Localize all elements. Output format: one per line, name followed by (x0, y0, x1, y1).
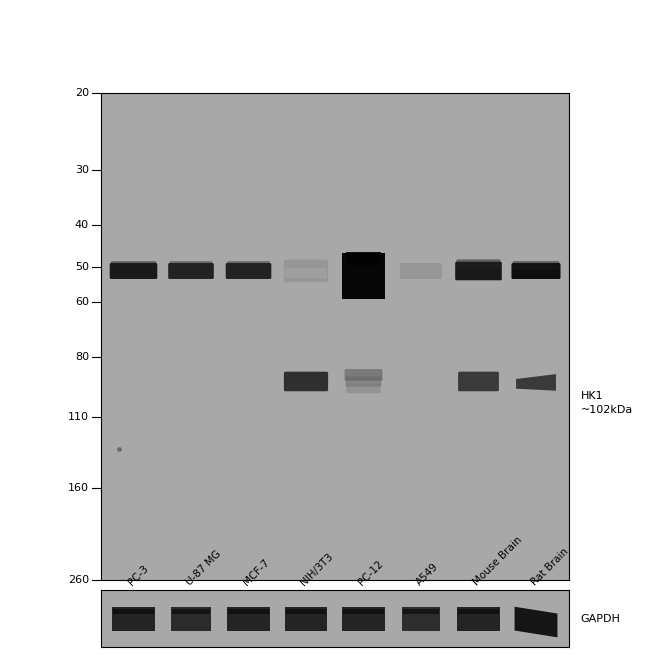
Text: Rat Brain: Rat Brain (529, 546, 570, 588)
Text: PC-12: PC-12 (356, 559, 385, 588)
Bar (171, 607, 211, 630)
FancyBboxPatch shape (170, 261, 213, 270)
FancyBboxPatch shape (227, 261, 270, 270)
Text: 160: 160 (68, 483, 89, 493)
Text: 110: 110 (68, 412, 89, 422)
FancyBboxPatch shape (344, 369, 382, 381)
Bar (227, 607, 270, 630)
FancyBboxPatch shape (513, 261, 559, 270)
FancyBboxPatch shape (456, 259, 500, 268)
FancyBboxPatch shape (458, 372, 499, 392)
Text: MCF-7: MCF-7 (241, 558, 272, 588)
FancyBboxPatch shape (512, 263, 560, 279)
FancyBboxPatch shape (346, 376, 382, 387)
Text: A549: A549 (414, 562, 440, 588)
Bar (285, 607, 328, 630)
Bar (228, 609, 269, 614)
Bar (342, 253, 385, 299)
Text: 60: 60 (75, 297, 89, 307)
FancyBboxPatch shape (110, 263, 157, 279)
Bar (458, 609, 499, 614)
Text: 20: 20 (75, 89, 89, 98)
Polygon shape (515, 607, 558, 638)
Bar (343, 609, 384, 614)
Bar (342, 607, 385, 630)
FancyBboxPatch shape (400, 263, 442, 279)
Bar (113, 609, 154, 614)
FancyBboxPatch shape (111, 261, 157, 270)
Bar (402, 607, 441, 630)
Text: Mouse Brain: Mouse Brain (471, 535, 524, 588)
Bar (457, 607, 500, 630)
Text: 260: 260 (68, 576, 89, 585)
FancyBboxPatch shape (346, 384, 381, 393)
FancyBboxPatch shape (285, 267, 327, 278)
Text: 80: 80 (75, 352, 89, 362)
FancyBboxPatch shape (455, 261, 502, 280)
Text: U-87 MG: U-87 MG (184, 549, 223, 588)
Bar (402, 609, 439, 614)
Text: 30: 30 (75, 165, 89, 175)
Text: 40: 40 (75, 220, 89, 230)
Polygon shape (516, 374, 556, 391)
Bar (285, 609, 326, 614)
Text: PC-3: PC-3 (127, 564, 151, 588)
FancyBboxPatch shape (226, 263, 271, 279)
Bar (346, 251, 381, 266)
Text: HK1
~102kDa: HK1 ~102kDa (580, 391, 632, 415)
FancyBboxPatch shape (284, 259, 328, 282)
Text: NIH/3T3: NIH/3T3 (299, 551, 335, 588)
Bar (172, 609, 210, 614)
FancyBboxPatch shape (168, 263, 214, 279)
Text: GAPDH: GAPDH (580, 614, 620, 624)
Text: 50: 50 (75, 262, 89, 272)
FancyBboxPatch shape (284, 372, 328, 392)
Bar (112, 607, 155, 630)
